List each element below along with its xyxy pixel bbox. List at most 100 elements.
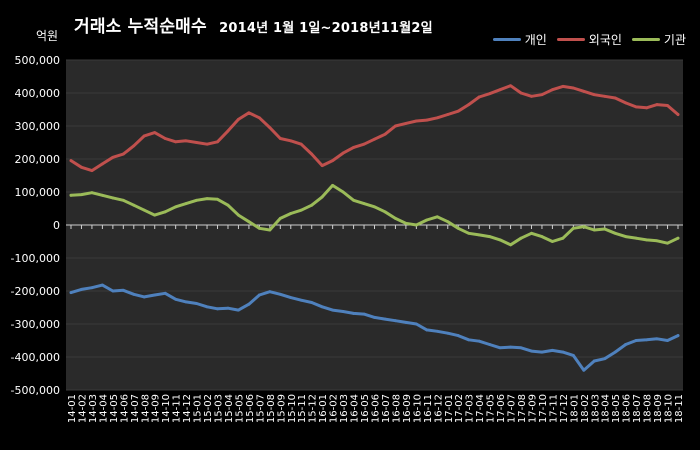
data-point-institution — [634, 236, 638, 240]
x-tick-label: 16-05 — [360, 394, 371, 423]
data-point-foreign — [435, 116, 439, 120]
data-point-foreign — [100, 162, 104, 166]
data-point-individual — [676, 334, 680, 337]
legend: 개인 외국인 기관 — [492, 31, 686, 48]
data-point-institution — [132, 203, 136, 207]
x-tick-label: 17-03 — [465, 394, 476, 423]
legend-swatch-foreign — [556, 38, 585, 41]
x-tick-label: 16-12 — [433, 394, 444, 423]
data-point-individual — [310, 301, 314, 304]
data-point-institution — [310, 203, 314, 207]
data-point-institution — [373, 205, 376, 209]
data-point-foreign — [666, 104, 669, 107]
x-tick-label: 17-02 — [454, 394, 465, 423]
y-tick-label: 100,000 — [15, 186, 61, 199]
data-point-individual — [331, 308, 335, 312]
data-point-individual — [498, 346, 502, 350]
chart-title: 거래소 누적순매수 2014년 1월 1일~2018년11월2일 — [74, 12, 433, 37]
x-tick-label: 18-09 — [653, 394, 664, 423]
data-point-institution — [100, 193, 104, 197]
data-point-foreign — [331, 159, 335, 163]
data-point-individual — [571, 353, 575, 357]
x-tick-label: 14-09 — [151, 394, 162, 423]
x-tick-label: 16-10 — [412, 394, 423, 423]
data-point-foreign — [467, 103, 471, 106]
data-point-institution — [645, 238, 649, 242]
legend-item-foreign: 외국인 — [556, 31, 622, 48]
data-point-individual — [613, 350, 617, 354]
data-point-individual — [456, 334, 460, 337]
x-tick-label: 17-01 — [444, 394, 455, 423]
data-point-individual — [100, 283, 104, 287]
x-tick-label: 15-09 — [276, 394, 287, 423]
data-point-individual — [341, 310, 345, 313]
data-point-foreign — [205, 142, 209, 146]
x-tick-label: 18-01 — [569, 394, 580, 423]
data-point-individual — [666, 339, 669, 342]
data-point-institution — [268, 228, 272, 232]
data-point-individual — [80, 287, 83, 291]
data-point-foreign — [121, 152, 125, 156]
x-tick-label: 18-04 — [601, 394, 612, 423]
data-point-individual — [216, 307, 219, 311]
x-tick-label: 18-10 — [664, 394, 675, 423]
data-point-individual — [320, 305, 324, 309]
x-tick-label: 14-06 — [119, 394, 130, 423]
data-point-institution — [676, 236, 680, 240]
data-point-individual — [488, 343, 492, 346]
data-point-individual — [195, 302, 198, 305]
data-point-institution — [509, 243, 512, 247]
x-tick-label: 15-12 — [308, 394, 319, 423]
data-point-foreign — [582, 89, 586, 93]
legend-swatch-individual — [492, 38, 521, 41]
data-point-individual — [247, 302, 251, 306]
data-point-foreign — [456, 109, 460, 113]
x-tick-label: 15-10 — [287, 394, 298, 423]
data-point-institution — [603, 227, 607, 231]
y-tick-label: 400,000 — [15, 87, 61, 100]
data-point-foreign — [289, 139, 293, 143]
data-point-institution — [488, 235, 492, 238]
x-tick-label: 18-02 — [580, 394, 591, 423]
x-tick-label: 14-01 — [67, 394, 78, 423]
data-point-foreign — [592, 93, 596, 97]
data-point-institution — [153, 213, 157, 217]
data-point-foreign — [383, 132, 387, 136]
data-point-individual — [582, 368, 586, 372]
data-point-institution — [540, 235, 544, 238]
data-point-institution — [320, 195, 324, 199]
data-point-foreign — [278, 137, 282, 140]
data-point-individual — [299, 298, 303, 302]
data-point-individual — [111, 289, 115, 293]
data-point-institution — [362, 202, 366, 205]
data-point-individual — [603, 357, 607, 361]
data-point-institution — [352, 198, 355, 202]
data-point-individual — [362, 312, 366, 316]
data-point-foreign — [341, 151, 345, 155]
data-point-institution — [519, 236, 523, 240]
x-tick-label: 17-07 — [507, 394, 518, 423]
data-point-institution — [571, 226, 575, 230]
data-point-institution — [655, 239, 659, 243]
data-point-foreign — [257, 116, 261, 120]
x-tick-label: 17-10 — [538, 394, 549, 423]
data-point-foreign — [645, 106, 649, 110]
data-point-foreign — [174, 140, 178, 144]
data-point-institution — [257, 226, 261, 230]
data-point-individual — [530, 349, 533, 353]
data-point-individual — [352, 312, 355, 315]
data-point-individual — [237, 308, 240, 312]
data-point-institution — [666, 241, 669, 245]
x-tick-label: 16-06 — [371, 394, 382, 423]
y-tick-label: -100,000 — [11, 252, 60, 265]
data-point-foreign — [404, 121, 408, 125]
y-tick-label: -300,000 — [11, 318, 60, 331]
data-point-individual — [519, 346, 523, 350]
x-tick-label: 14-03 — [88, 394, 99, 423]
data-point-individual — [477, 339, 481, 343]
data-point-foreign — [310, 152, 314, 156]
data-point-foreign — [132, 144, 136, 148]
data-point-foreign — [69, 159, 73, 163]
x-tick-label: 15-03 — [214, 394, 225, 423]
data-point-institution — [111, 196, 115, 200]
